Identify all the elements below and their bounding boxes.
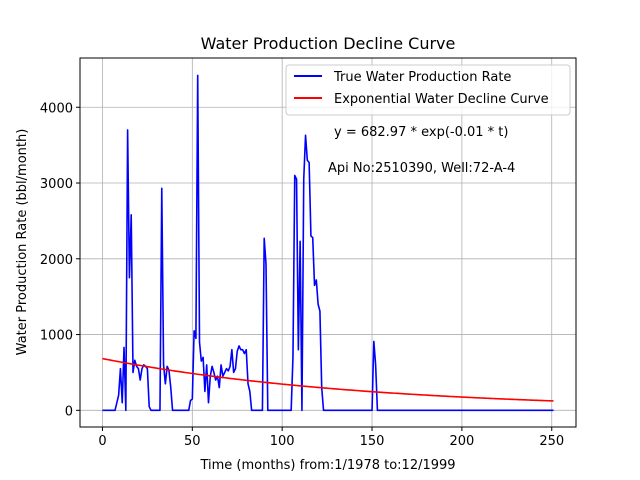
series-layer <box>102 74 554 412</box>
legend-label-true-rate: True Water Production Rate <box>333 70 511 85</box>
y-tick-label: 1000 <box>40 329 73 344</box>
y-tick-label: 3000 <box>40 177 73 192</box>
x-axis-label: Time (months) from:1/1978 to:12/1999 <box>199 458 455 473</box>
x-tick-label: 100 <box>270 434 295 449</box>
plot-frame <box>79 57 577 428</box>
legend-box <box>285 64 571 116</box>
x-tick-label: 200 <box>449 434 474 449</box>
series-line-exponential-water-decline-curve <box>102 357 554 402</box>
x-tick-label: 0 <box>98 434 106 449</box>
well-annotation: Api No:2510390, Well:72-A-4 <box>328 161 515 176</box>
equation-annotation: y = 682.97 * exp(-0.01 * t) <box>334 125 508 140</box>
axes: 0 50 100 150 200 250 0 1000 2000 3000 4000 <box>40 101 564 449</box>
y-tick-label: 2000 <box>40 253 73 268</box>
x-tick-label: 250 <box>539 434 564 449</box>
legend: True Water Production Rate Exponential W… <box>285 64 571 116</box>
y-tick-label: 0 <box>65 404 73 419</box>
y-axis-label: Water Production Rate (bbl/month) <box>15 129 30 356</box>
chart-title: Water Production Decline Curve <box>201 34 456 53</box>
series-line-true-water-production-rate <box>102 74 554 412</box>
x-tick-label: 150 <box>360 434 385 449</box>
y-tick-label: 4000 <box>40 101 73 116</box>
x-tick-label: 50 <box>184 434 201 449</box>
legend-label-decline-curve: Exponential Water Decline Curve <box>334 92 549 107</box>
